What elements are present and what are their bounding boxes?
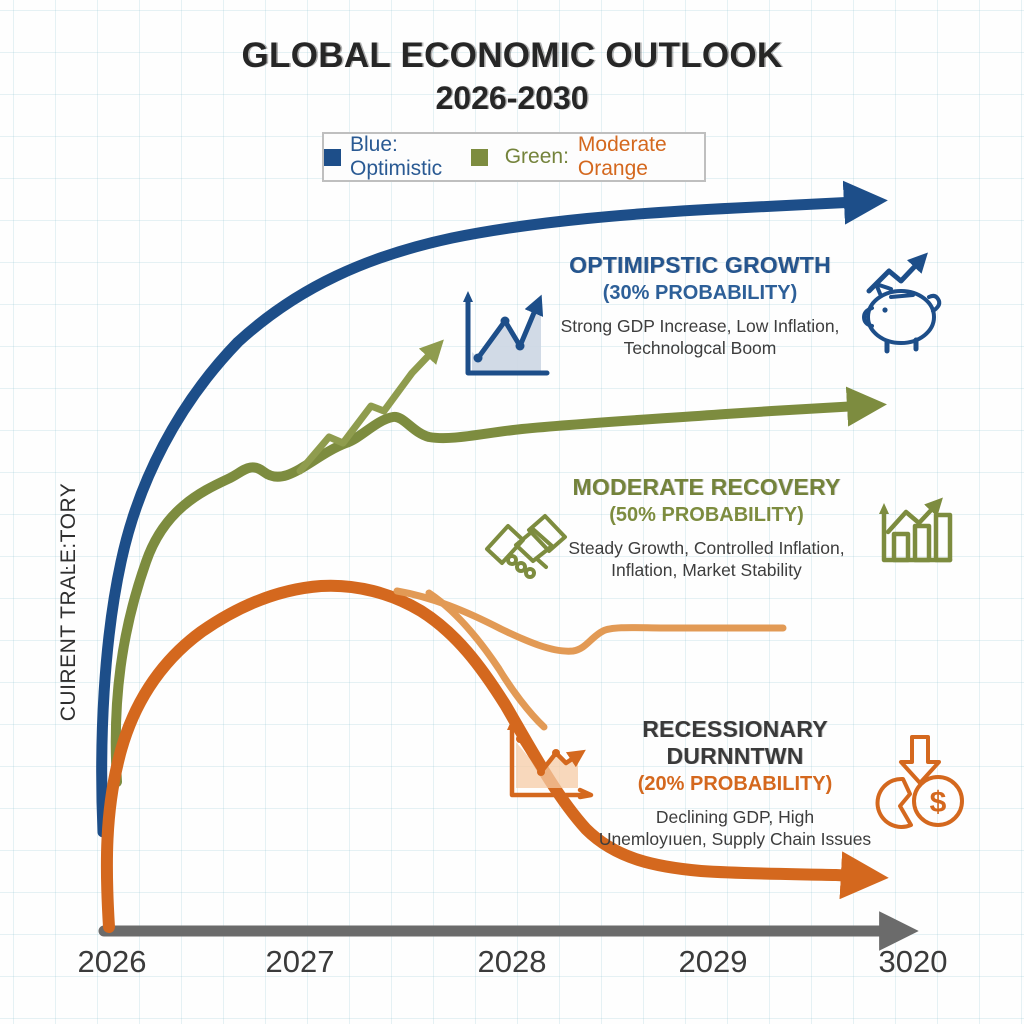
handshake-icon [485, 514, 567, 579]
recessionary-desc-line2: Unemloyıuen, Supply Chain Issues [598, 829, 872, 850]
recessionary-branch-falling [425, 589, 548, 731]
optimistic-scenario-block: OPTIMIPSTIC GROWTH (30% PROBABILITY) Str… [535, 252, 865, 360]
optimistic-desc-line2: Technologcal Boom [623, 338, 777, 359]
x-tick-2028: 2028 [477, 944, 547, 979]
page-title: GLOBAL ECONOMIC OUTLOOK [241, 36, 783, 75]
page-subtitle: 2026-2030 [435, 80, 589, 116]
line-chart-up-icon [463, 291, 550, 376]
optimistic-description: Strong GDP Increase, Low Inflation, Tech… [535, 315, 865, 360]
legend-orange-label: Moderate Orange [577, 133, 667, 180]
bar-chart-up-icon [879, 497, 953, 563]
recessionary-probability: (20% PROBABILITY) [637, 773, 833, 795]
legend-blue-label: Blue: Optimistic [350, 133, 443, 180]
legend: Blue: Optimistic Green: Moderate Orange [322, 132, 706, 182]
dollar-sign-glyph: $ [930, 786, 947, 819]
moderate-branch-arrow [296, 339, 444, 475]
moderate-curve [110, 386, 887, 787]
legend-green-swatch [470, 148, 488, 166]
x-tick-2026: 2026 [77, 944, 147, 979]
optimistic-curve [96, 180, 888, 838]
moderate-title: MODERATE RECOVERY [572, 474, 841, 500]
recessionary-curve [100, 579, 889, 933]
x-tick-2027: 2027 [265, 944, 335, 979]
y-axis-label: CUIRENT TRAĿE:TORY [57, 482, 80, 722]
recessionary-title: RECESSIONARY DURNNTWN [642, 716, 828, 769]
optimistic-probability: (30% PROBABILITY) [602, 282, 798, 304]
moderate-description: Steady Growth, Controlled Inflation, Inf… [544, 537, 869, 582]
x-tick-2029: 2029 [678, 944, 748, 979]
recessionary-branch-level [393, 587, 787, 655]
recessionary-desc-line1: Declining GDP, High [655, 807, 815, 827]
moderate-desc-line2: Inflation, Market Stability [611, 560, 802, 581]
x-tick-3020: 3020 [878, 944, 948, 979]
moderate-desc-line1: Steady Growth, Controlled Inflation, [568, 538, 845, 558]
moderate-scenario-block: MODERATE RECOVERY (50% PROBABILITY) Stea… [544, 474, 869, 582]
piggy-bank-arrow-icon [862, 252, 942, 354]
optimistic-title: OPTIMIPSTIC GROWTH [569, 252, 831, 278]
chart-title-block: GLOBAL ECONOMIC OUTLOOK 2026-2030 [0, 36, 1024, 117]
moderate-probability: (50% PROBABILITY) [609, 504, 804, 526]
declining-chart-icon [507, 719, 594, 800]
legend-blue-swatch [324, 148, 341, 166]
legend-green-label: Green: [504, 145, 569, 168]
optimistic-desc-line1: Strong GDP Increase, Low Inflation, [560, 316, 840, 336]
recessionary-scenario-block: RECESSIONARY DURNNTWN (20% PROBABILITY) … [575, 716, 895, 851]
recessionary-description: Declining GDP, High Unemloyıuen, Supply … [575, 806, 895, 851]
down-arrow-broken-coin-icon: $ [875, 735, 964, 829]
